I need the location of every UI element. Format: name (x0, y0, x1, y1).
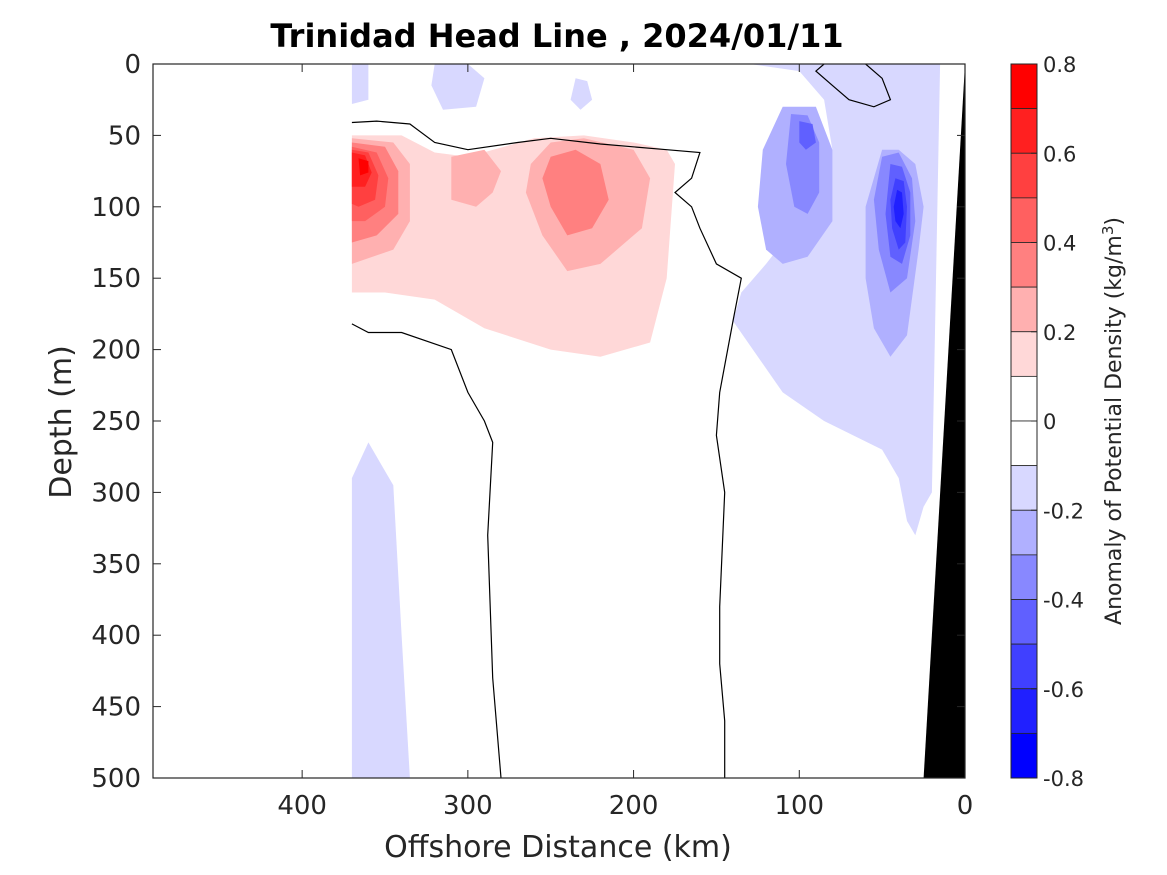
colorbar-swatch (1010, 420, 1038, 467)
colorbar-tick-label: -0.8 (1043, 767, 1084, 791)
y-axis-label: Depth (m) (44, 345, 79, 499)
chart-title: Trinidad Head Line , 2024/01/11 (270, 17, 843, 55)
bathymetry-shape (923, 64, 965, 778)
colorbar-swatch (1010, 599, 1038, 645)
zero-contour (351, 323, 502, 778)
colorbar-tick-label: 0 (1043, 410, 1056, 434)
y-tick-label: 100 (91, 193, 141, 223)
contour-region (542, 149, 609, 236)
y-tick-label: 300 (91, 478, 141, 508)
colorbar-tick-label: -0.6 (1043, 678, 1084, 702)
y-tick-label: 400 (91, 621, 141, 651)
zero-contour (814, 64, 892, 108)
colorbar: 0.8 0.6 0.4 0.2 0 -0.2 -0.4 -0.6 -0.8 (1010, 53, 1084, 791)
y-tick-label: 50 (108, 121, 141, 151)
contour-region (451, 149, 501, 207)
x-tick-label: 400 (277, 791, 327, 821)
colorbar-swatch (1010, 63, 1038, 110)
colorbar-swatch (1010, 732, 1038, 779)
zero-contour-lines (351, 64, 892, 778)
colorbar-swatch (1010, 331, 1038, 377)
colorbar-label-close: ) (1102, 217, 1127, 226)
colorbar-swatch (1010, 688, 1038, 734)
colorbar-swatch (1010, 197, 1038, 243)
x-tick-label: 200 (609, 791, 659, 821)
colorbar-swatch (1010, 643, 1038, 690)
x-tick-label: 0 (957, 791, 974, 821)
colorbar-label: Anomaly of Potential Density (kg/m3) (1099, 217, 1127, 625)
colorbar-swatch (1010, 152, 1038, 199)
y-tick-label: 350 (91, 550, 141, 580)
colorbar-swatch (1010, 108, 1038, 154)
contour-region (893, 189, 904, 229)
y-tick-label: 150 (91, 264, 141, 294)
x-tick-label: 300 (443, 791, 493, 821)
colorbar-swatch (1010, 465, 1038, 511)
colorbar-swatch (1010, 286, 1038, 333)
y-tick-label: 0 (124, 50, 141, 80)
y-tick-label: 500 (91, 764, 141, 794)
y-tick-label: 200 (91, 336, 141, 366)
colorbar-tick-label: -0.4 (1043, 589, 1084, 613)
bathymetry (923, 64, 965, 778)
colorbar-swatch (1010, 554, 1038, 600)
contour-region (351, 442, 410, 778)
contour-region (799, 121, 816, 150)
colorbar-tick-label: 0.6 (1043, 142, 1076, 166)
colorbar-tick-label: 0.2 (1043, 321, 1076, 345)
x-tick-label: 100 (774, 791, 824, 821)
zero-contour (351, 120, 742, 778)
contour-region (358, 158, 369, 176)
contour-region (431, 64, 485, 110)
contour-region (351, 64, 369, 104)
x-axis-label: Offshore Distance (km) (384, 830, 732, 865)
y-tick-label: 450 (91, 693, 141, 723)
colorbar-label-superscript: 3 (1099, 226, 1117, 236)
colorbar-tick-label: 0.8 (1043, 53, 1076, 77)
x-axis-ticks: 400 300 200 100 0 (277, 64, 973, 821)
colorbar-label-main: Anomaly of Potential Density (kg/m (1102, 235, 1127, 625)
colorbar-tick-label: 0.4 (1043, 232, 1076, 256)
colorbar-swatch (1010, 242, 1038, 288)
y-tick-label: 250 (91, 407, 141, 437)
y-axis-ticks: 0 50 100 150 200 250 300 350 400 450 500 (91, 50, 965, 794)
contour-region (570, 78, 593, 110)
colorbar-swatch (1010, 509, 1038, 556)
colorbar-tick-label: -0.2 (1043, 499, 1084, 523)
colorbar-swatch (1010, 375, 1038, 422)
contour-fills (351, 64, 941, 778)
